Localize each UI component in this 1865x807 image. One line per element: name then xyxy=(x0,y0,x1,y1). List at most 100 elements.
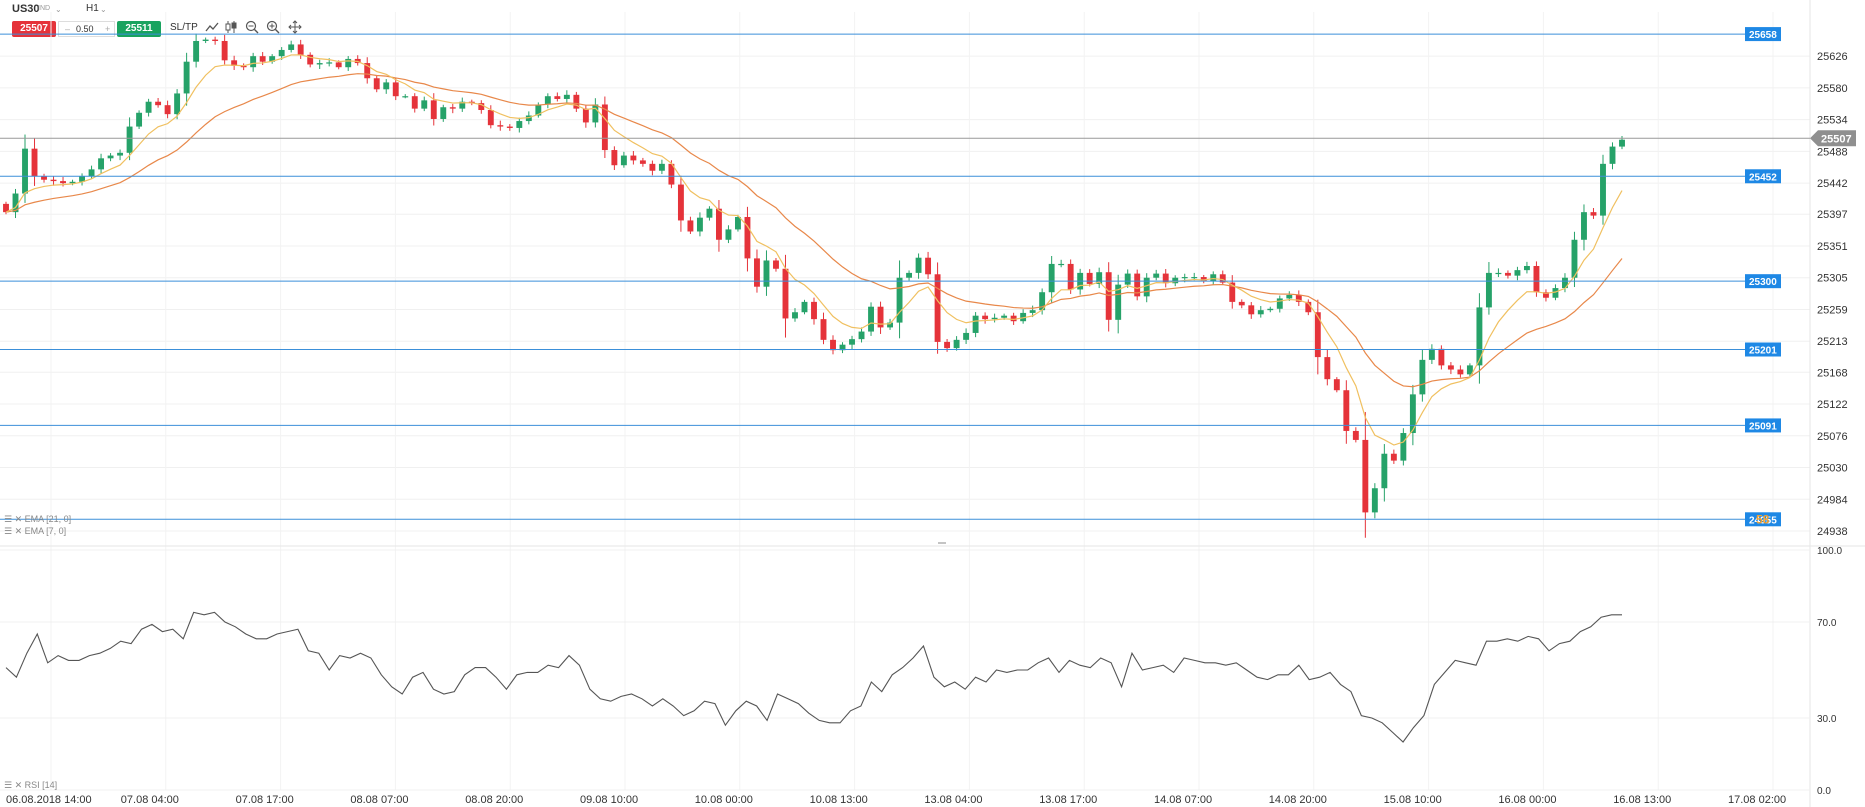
candle[interactable] xyxy=(164,105,171,115)
candle[interactable] xyxy=(1295,294,1302,302)
candle[interactable] xyxy=(1581,212,1587,240)
candle[interactable] xyxy=(972,315,979,333)
candle[interactable] xyxy=(1571,239,1578,278)
candle[interactable] xyxy=(297,44,304,55)
candle[interactable] xyxy=(41,176,47,180)
candle[interactable] xyxy=(1105,272,1112,320)
sl-tp-button[interactable]: SL/TP xyxy=(170,22,198,33)
ema7-line[interactable] xyxy=(5,54,1623,446)
candle[interactable] xyxy=(725,229,732,240)
candle[interactable] xyxy=(335,62,342,68)
candle[interactable] xyxy=(592,104,599,123)
timeframe-dropdown-icon[interactable]: ⌄ xyxy=(100,5,107,14)
candle[interactable] xyxy=(1238,301,1245,306)
candle[interactable] xyxy=(649,163,656,171)
candle[interactable] xyxy=(1523,265,1530,271)
candle[interactable] xyxy=(1096,272,1103,284)
candle[interactable] xyxy=(1371,488,1378,513)
symbol-label[interactable]: US30 xyxy=(12,3,40,15)
candle[interactable] xyxy=(231,60,238,66)
candle[interactable] xyxy=(1438,348,1445,366)
candle[interactable] xyxy=(1200,277,1207,282)
candle[interactable] xyxy=(459,101,466,109)
candle[interactable] xyxy=(1162,273,1169,284)
candle[interactable] xyxy=(1257,310,1264,315)
candle[interactable] xyxy=(1143,277,1150,297)
candle[interactable] xyxy=(1267,308,1274,311)
candle[interactable] xyxy=(1219,274,1226,283)
candle[interactable] xyxy=(1543,292,1549,298)
candle[interactable] xyxy=(1609,146,1616,164)
candle[interactable] xyxy=(1533,265,1540,293)
candle[interactable] xyxy=(525,115,532,122)
candle[interactable] xyxy=(696,217,703,232)
candle[interactable] xyxy=(1409,394,1416,434)
candle[interactable] xyxy=(487,110,494,126)
sell-button[interactable]: 25507 xyxy=(12,21,56,37)
candle[interactable] xyxy=(1457,369,1464,375)
candle[interactable] xyxy=(449,107,456,109)
candle[interactable] xyxy=(953,339,960,349)
candle[interactable] xyxy=(430,100,437,119)
candle[interactable] xyxy=(801,301,808,313)
candle[interactable] xyxy=(1181,277,1188,279)
candle[interactable] xyxy=(830,339,836,351)
candle[interactable] xyxy=(1381,453,1388,489)
candle[interactable] xyxy=(858,331,865,340)
candle[interactable] xyxy=(1466,365,1473,375)
candle[interactable] xyxy=(107,155,114,159)
candle[interactable] xyxy=(1086,272,1093,284)
candle[interactable] xyxy=(364,63,371,79)
candle[interactable] xyxy=(915,257,922,273)
timeframe-label[interactable]: H1 xyxy=(86,3,99,14)
candle[interactable] xyxy=(1029,310,1036,313)
candle[interactable] xyxy=(117,152,124,156)
candle[interactable] xyxy=(183,61,190,94)
candle[interactable] xyxy=(1134,273,1141,297)
candle[interactable] xyxy=(582,108,589,123)
ema21-legend[interactable]: ☰ ✕ EMA [21, 0] xyxy=(4,514,72,524)
candle[interactable] xyxy=(1276,298,1283,309)
candle[interactable] xyxy=(221,40,228,61)
candle[interactable] xyxy=(1590,212,1597,216)
candle[interactable] xyxy=(136,112,143,127)
candle[interactable] xyxy=(212,39,219,41)
candle[interactable] xyxy=(849,339,855,345)
candle[interactable] xyxy=(1305,301,1312,313)
candle[interactable] xyxy=(1314,312,1321,358)
candle[interactable] xyxy=(535,104,542,116)
ema7-legend[interactable]: ☰ ✕ EMA [7, 0] xyxy=(4,526,67,536)
candle[interactable] xyxy=(991,317,998,320)
candle[interactable] xyxy=(373,78,380,90)
candle[interactable] xyxy=(145,101,152,113)
candle[interactable] xyxy=(1333,379,1340,391)
candle[interactable] xyxy=(554,96,561,99)
candle[interactable] xyxy=(1058,263,1065,266)
candle[interactable] xyxy=(563,94,570,99)
candle[interactable] xyxy=(1495,272,1502,275)
candle[interactable] xyxy=(1428,348,1435,360)
candle[interactable] xyxy=(601,104,608,151)
candle[interactable] xyxy=(50,179,57,182)
candle[interactable] xyxy=(12,193,19,213)
zoom-out-icon[interactable] xyxy=(245,20,259,34)
candle[interactable] xyxy=(934,274,941,342)
candle[interactable] xyxy=(763,260,770,287)
rsi-legend[interactable]: ☰ ✕ RSI [14] xyxy=(4,780,58,790)
candle[interactable] xyxy=(1324,357,1331,380)
candle[interactable] xyxy=(1229,282,1236,302)
candle[interactable] xyxy=(1001,315,1008,318)
candle[interactable] xyxy=(896,277,903,323)
candle[interactable] xyxy=(326,62,333,64)
candle[interactable] xyxy=(250,56,257,68)
candle[interactable] xyxy=(1048,263,1055,293)
candle[interactable] xyxy=(31,148,38,177)
candle[interactable] xyxy=(877,306,884,328)
candle[interactable] xyxy=(735,216,741,230)
candle[interactable] xyxy=(383,82,390,90)
candle[interactable] xyxy=(1124,273,1131,285)
candle[interactable] xyxy=(677,184,684,221)
ema21-line[interactable] xyxy=(5,73,1623,388)
candle[interactable] xyxy=(126,126,133,153)
